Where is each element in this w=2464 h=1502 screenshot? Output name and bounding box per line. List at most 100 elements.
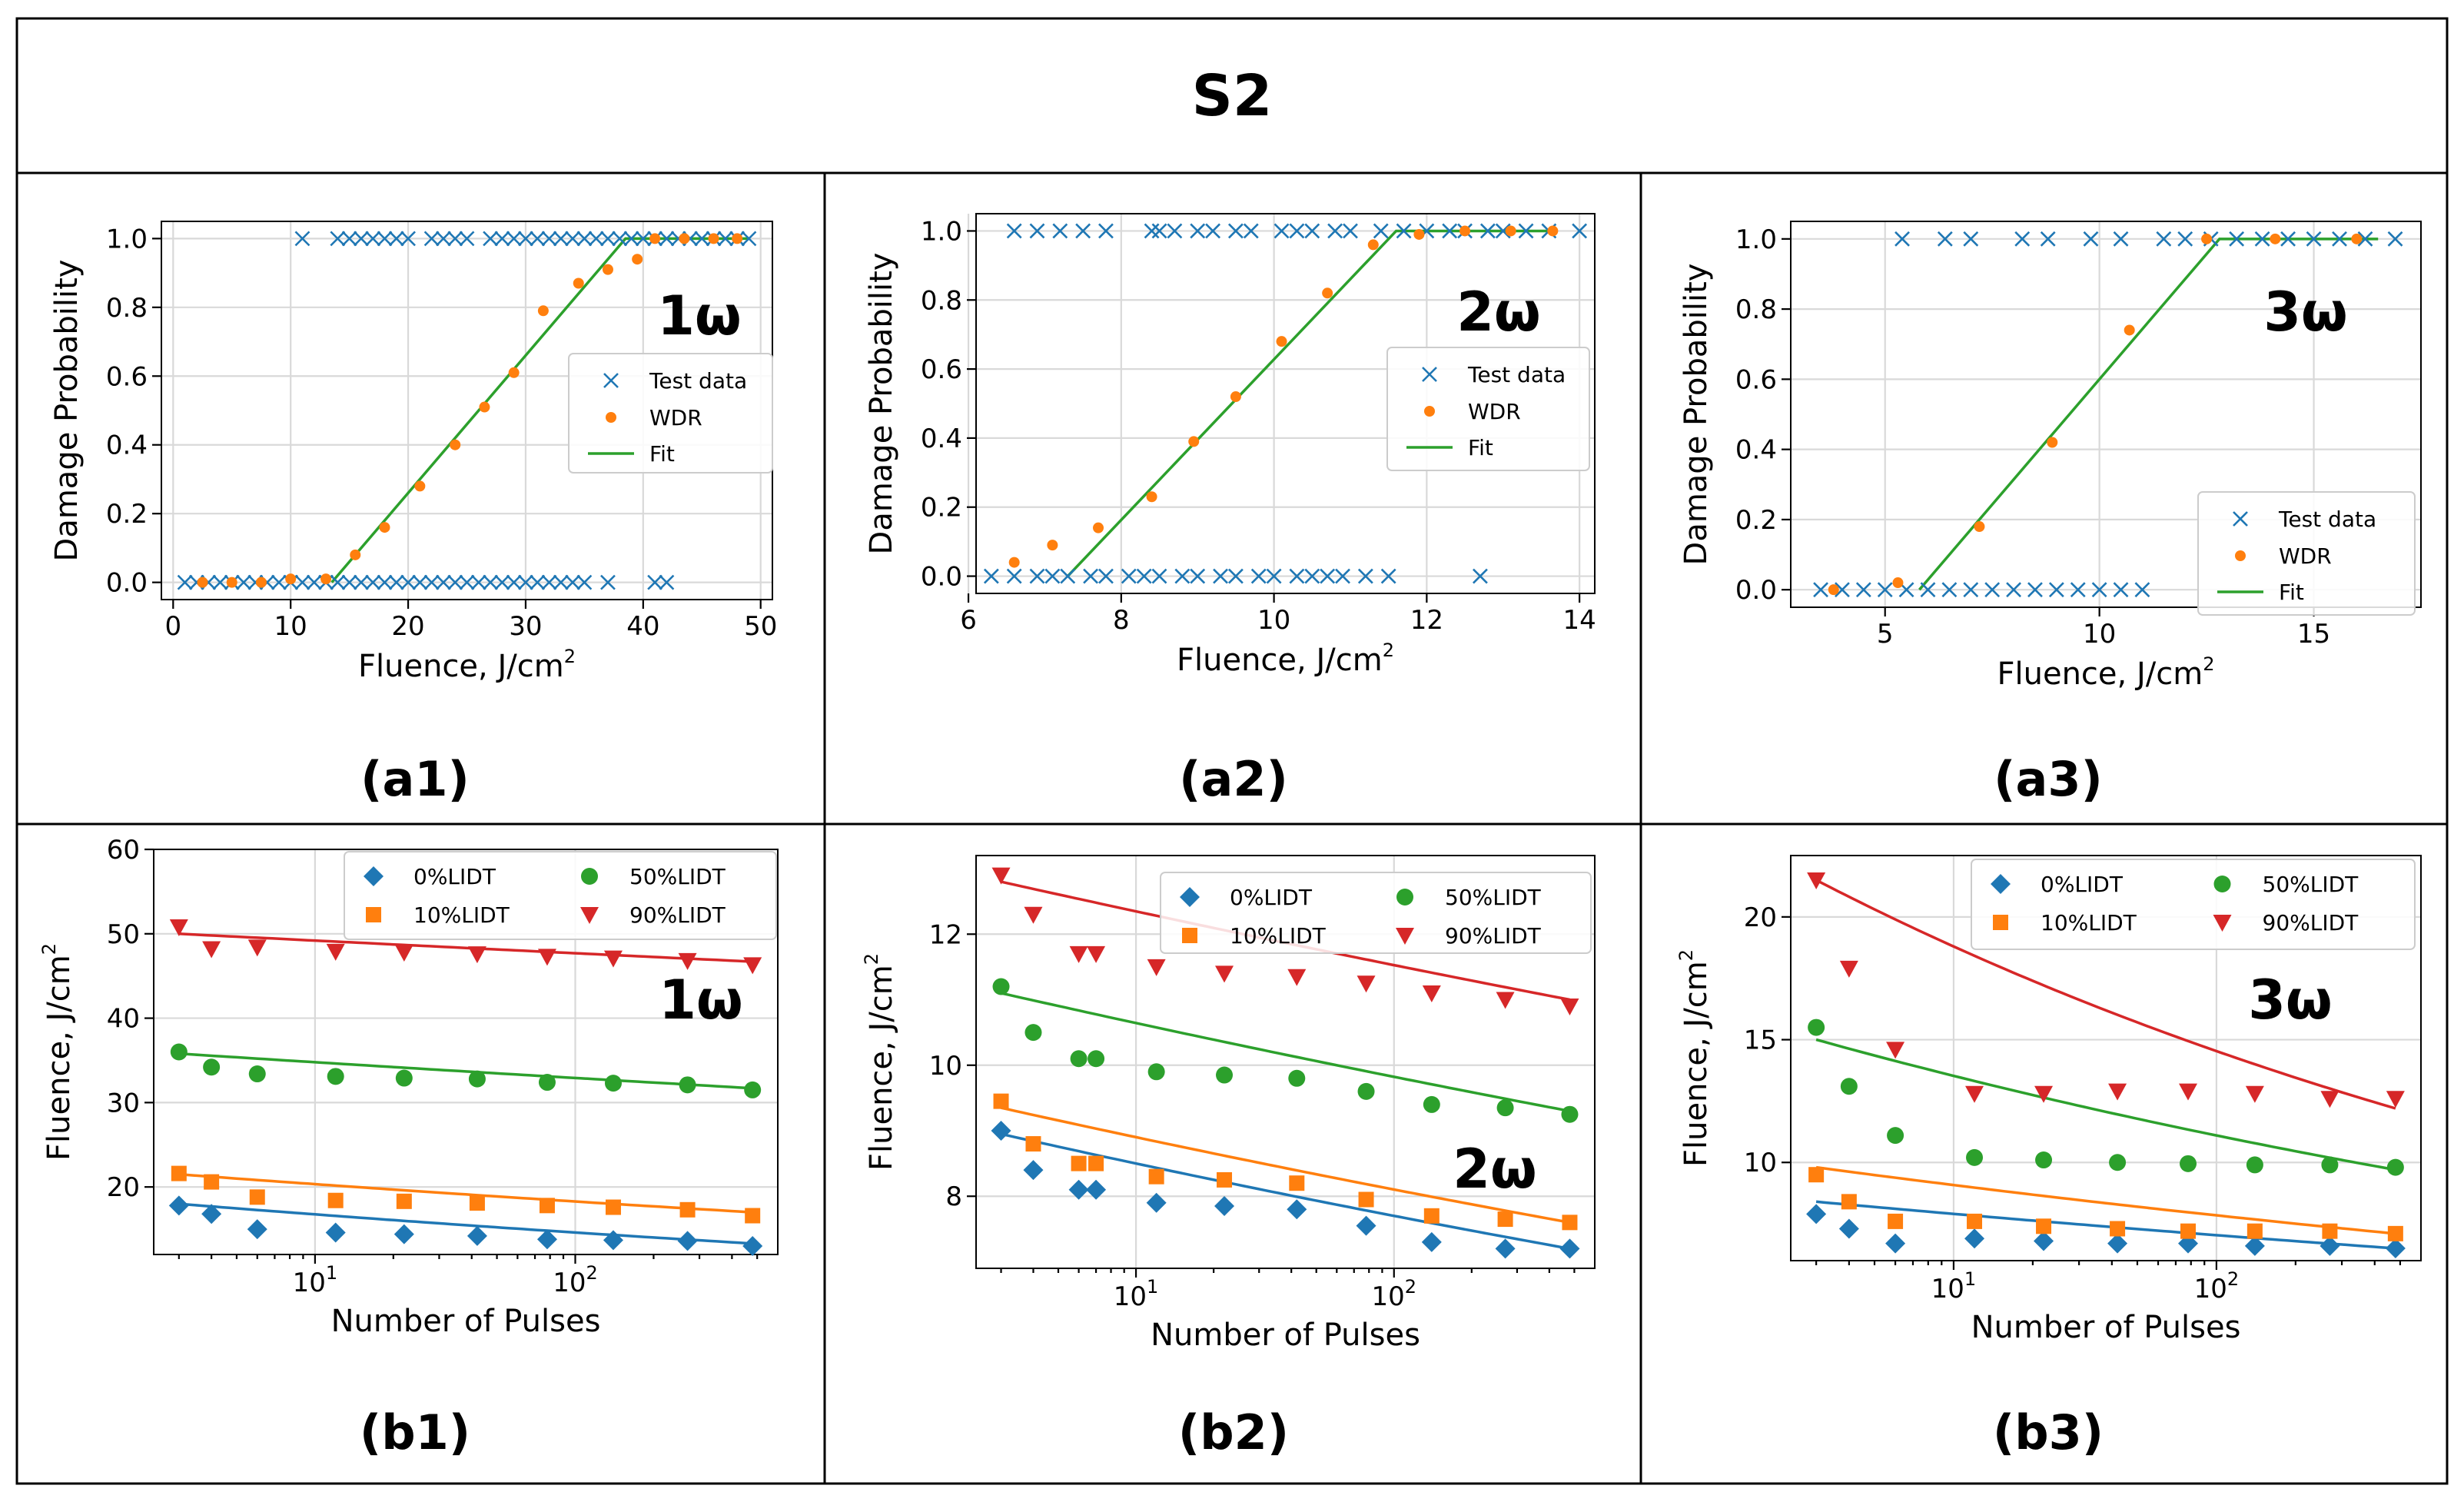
test-data-point bbox=[1205, 223, 1221, 239]
x-ticks: 0 10 20 30 40 50 bbox=[164, 600, 777, 642]
x-axis-label-exponent: 2 bbox=[564, 646, 576, 667]
data-point bbox=[537, 949, 556, 966]
test-data-point bbox=[1060, 568, 1076, 584]
y-tick-label: 10 bbox=[1744, 1148, 1777, 1178]
data-point bbox=[677, 1231, 698, 1251]
legend-marker bbox=[1180, 887, 1200, 907]
wdr-point bbox=[285, 573, 297, 585]
test-data-point bbox=[1098, 568, 1114, 584]
test-data-point bbox=[600, 231, 616, 247]
y-tick-label: 0.0 bbox=[106, 568, 148, 599]
wdr-point bbox=[1230, 391, 1241, 403]
wdr-point bbox=[1322, 287, 1333, 299]
data-point bbox=[467, 1225, 487, 1246]
data-point bbox=[247, 939, 267, 957]
test-data-point bbox=[1495, 223, 1511, 239]
test-data-point bbox=[553, 574, 569, 590]
test-data-point bbox=[1442, 223, 1458, 239]
test-data-point bbox=[1151, 223, 1167, 239]
y-axis-label-exponent: 2 bbox=[38, 943, 60, 955]
legend-wdr-marker bbox=[1424, 406, 1435, 417]
test-data-point bbox=[635, 231, 651, 247]
wdr-point bbox=[255, 577, 267, 588]
test-data-point bbox=[1274, 223, 1290, 239]
x-tick-exponent: 1 bbox=[1964, 1268, 1976, 1290]
test-data-point bbox=[565, 574, 581, 590]
wdr-point bbox=[197, 577, 208, 588]
test-data-point bbox=[1813, 582, 1828, 598]
fit-curve bbox=[1815, 1038, 2396, 1171]
wdr-point bbox=[350, 549, 361, 560]
test-data-point bbox=[1327, 223, 1343, 239]
legend-label: 10%LIDT bbox=[413, 902, 510, 928]
test-data-point bbox=[1190, 223, 1206, 239]
y-ticks: 10 15 20 bbox=[1744, 902, 1791, 1178]
data-point bbox=[1562, 1215, 1578, 1231]
wdr-point bbox=[2201, 233, 2213, 244]
series-10%LIDT bbox=[171, 1165, 761, 1224]
y-tick-label: 0.6 bbox=[921, 354, 962, 385]
wdr-point bbox=[1892, 577, 1904, 589]
legend-marker bbox=[1396, 928, 1414, 945]
legend-marker bbox=[364, 866, 384, 886]
y-tick-label: 0.2 bbox=[1735, 505, 1777, 536]
test-data-point bbox=[1144, 223, 1160, 239]
data-marks bbox=[1806, 872, 2406, 1259]
data-point bbox=[1807, 872, 1826, 889]
data-point bbox=[1358, 1191, 1374, 1208]
x-tick-label: 102 bbox=[2194, 1268, 2240, 1304]
legend-marker bbox=[581, 868, 598, 885]
x-tick-label: 40 bbox=[626, 611, 659, 642]
y-axis-label: Fluence, J/cm2 bbox=[861, 953, 899, 1171]
test-data-point bbox=[659, 231, 675, 247]
test-data-point bbox=[1380, 568, 1396, 584]
test-data-point bbox=[2306, 231, 2322, 247]
legend-label: 90%LIDT bbox=[629, 902, 726, 928]
legend-marker bbox=[2213, 876, 2231, 892]
test-data-point bbox=[518, 231, 533, 247]
panel-caption: (a1) bbox=[360, 751, 470, 807]
x-tick-label: 12 bbox=[1410, 605, 1443, 636]
wdr-point bbox=[732, 233, 743, 244]
panel-caption: (b2) bbox=[1178, 1404, 1289, 1460]
y-axis-label: Damage Probability bbox=[1679, 264, 1714, 566]
y-axis-label-exponent: 2 bbox=[1675, 949, 1697, 961]
test-data-point bbox=[1877, 582, 1893, 598]
data-point bbox=[1561, 1105, 1579, 1123]
test-data-point bbox=[1083, 568, 1098, 584]
wdr-point bbox=[1188, 436, 1200, 447]
x-tick-label: 5 bbox=[1877, 619, 1894, 650]
test-data-point bbox=[1894, 231, 1910, 247]
y-tick-label: 0.4 bbox=[1735, 435, 1777, 466]
test-data-point bbox=[341, 231, 357, 247]
test-data-point bbox=[541, 231, 557, 247]
x-tick-label: 102 bbox=[553, 1262, 598, 1298]
test-data-point bbox=[1518, 223, 1534, 239]
x-axis-label: Fluence, J/cm2 bbox=[1997, 653, 2215, 692]
y-tick-label: 1.0 bbox=[921, 216, 962, 247]
data-point bbox=[679, 1201, 696, 1218]
test-data-point bbox=[1044, 568, 1061, 584]
data-point bbox=[1841, 1194, 1857, 1210]
test-data-point bbox=[2280, 231, 2296, 247]
test-data-point bbox=[2040, 231, 2056, 247]
data-point bbox=[745, 1208, 761, 1224]
plot-area bbox=[975, 213, 1596, 594]
data-point bbox=[536, 1229, 557, 1250]
wdr-point bbox=[379, 522, 390, 533]
test-data-point bbox=[2134, 582, 2150, 598]
test-data-point bbox=[330, 231, 346, 247]
test-data-point bbox=[553, 231, 569, 247]
test-data-point bbox=[365, 574, 381, 590]
data-point bbox=[1967, 1213, 1983, 1229]
series-50%LIDT bbox=[1808, 1019, 2404, 1176]
test-data-point bbox=[2229, 231, 2245, 247]
data-point bbox=[202, 941, 221, 959]
legend-box bbox=[1386, 347, 1590, 471]
test-data-point bbox=[1098, 223, 1114, 239]
wdr-point bbox=[537, 305, 549, 317]
data-point bbox=[394, 944, 413, 962]
wdr-point bbox=[1974, 521, 1985, 533]
test-data-point bbox=[1029, 568, 1045, 584]
wdr-point bbox=[602, 264, 613, 275]
